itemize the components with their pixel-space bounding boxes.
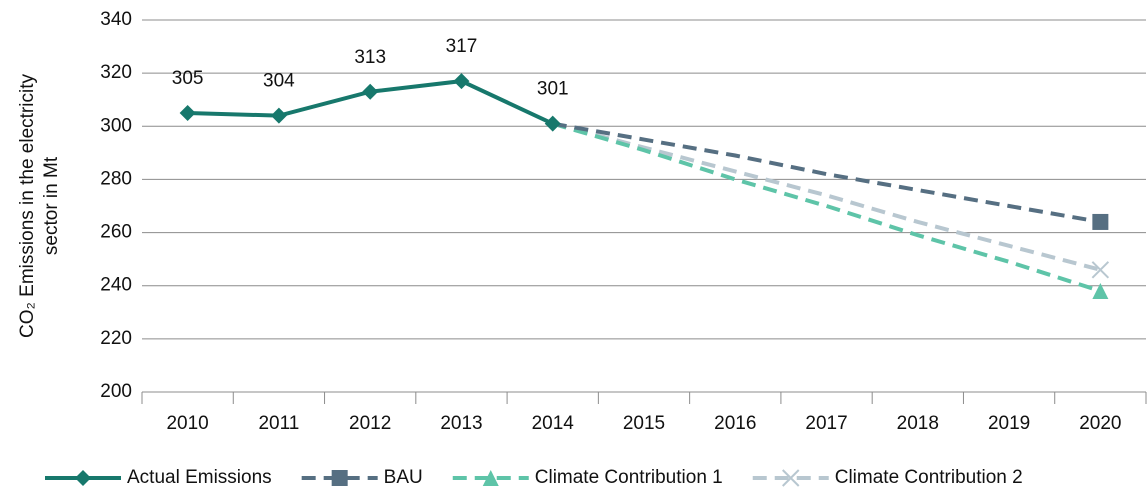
x-tick-label: 2011 (258, 413, 299, 434)
legend-label: BAU (384, 467, 423, 488)
y-tick-label: 200 (100, 381, 132, 402)
series-line (552, 121, 1101, 272)
x-tick-label: 2014 (532, 413, 575, 434)
marker (362, 83, 379, 100)
marker (1092, 213, 1109, 230)
y-tick-label: 300 (100, 115, 132, 136)
y-tick-label: 280 (100, 168, 132, 189)
legend-marker (331, 470, 348, 486)
y-axis-title: CO₂ Emissions in the electricity sector … (17, 74, 62, 338)
data-label: 317 (446, 36, 478, 57)
legend-label: Climate Contribution 1 (535, 467, 723, 488)
y-axis-label: CO₂ Emissions in the electricity (17, 74, 38, 338)
x-tick-label: 2018 (897, 413, 939, 434)
x-tick-label: 2010 (166, 413, 208, 434)
x-tick-label: 2012 (349, 413, 391, 434)
y-tick-label: 220 (100, 328, 132, 349)
legend-label: Climate Contribution 2 (835, 467, 1023, 488)
series-line (552, 121, 1101, 224)
y-tick-label: 260 (100, 222, 132, 243)
legend-marker (482, 470, 499, 486)
y-axis-label: sector in Mt (41, 156, 62, 255)
legend-label: Actual Emissions (127, 467, 272, 488)
marker (1091, 261, 1110, 279)
x-tick-label: 2013 (440, 413, 482, 434)
data-label: 301 (537, 79, 569, 100)
data-label: 305 (172, 68, 204, 89)
x-tick-label: 2020 (1079, 413, 1121, 434)
y-tick-label: 340 (100, 9, 132, 30)
marker (453, 73, 470, 90)
x-tick-label: 2019 (988, 413, 1030, 434)
data-label: 313 (354, 47, 386, 68)
series-line (552, 121, 1101, 293)
y-tick-label: 320 (100, 62, 132, 83)
marker (179, 105, 196, 121)
x-tick-label: 2017 (805, 413, 847, 434)
marker (544, 115, 561, 132)
data-label: 304 (263, 71, 295, 92)
marker (270, 107, 287, 124)
x-tick-label: 2016 (714, 413, 756, 434)
marker (1092, 283, 1109, 300)
x-tick-label: 2015 (623, 413, 665, 434)
y-tick-label: 240 (100, 275, 132, 296)
legend-marker (75, 470, 91, 486)
legend-marker (782, 469, 800, 487)
